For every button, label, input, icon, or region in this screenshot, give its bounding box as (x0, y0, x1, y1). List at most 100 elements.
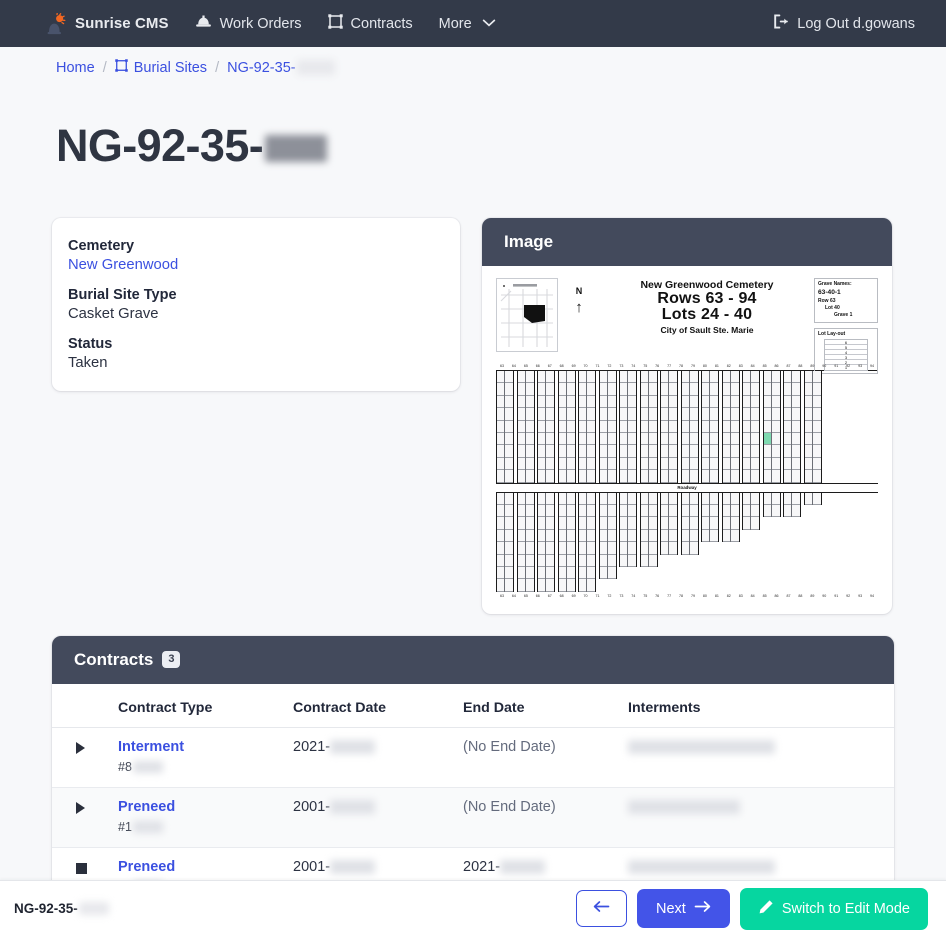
grave-cell[interactable] (566, 457, 575, 471)
grave-cell[interactable] (579, 395, 586, 409)
grave-cell[interactable] (579, 504, 586, 518)
lot-pair[interactable] (578, 492, 596, 592)
grave-cell[interactable] (804, 492, 812, 505)
grave-cell[interactable] (505, 529, 513, 543)
grave-cell[interactable] (710, 432, 718, 446)
grave-cell[interactable] (505, 457, 513, 471)
grave-cell[interactable] (525, 420, 534, 433)
grave-cell[interactable] (669, 395, 677, 409)
grave-cell[interactable] (804, 470, 812, 483)
lot-pair[interactable] (742, 371, 760, 483)
grave-cell[interactable] (743, 445, 750, 458)
switch-to-edit-mode-button[interactable]: Switch to Edit Mode (739, 887, 928, 930)
grave-cell[interactable] (607, 371, 616, 384)
grave-cell[interactable] (558, 517, 566, 530)
lot-column[interactable] (599, 371, 608, 483)
lot-column[interactable] (661, 371, 669, 483)
grave-cell[interactable] (661, 529, 668, 543)
grave-cell[interactable] (558, 554, 566, 567)
grave-cell[interactable] (525, 408, 534, 421)
grave-cell[interactable] (538, 566, 545, 580)
grave-cell[interactable] (743, 504, 750, 518)
lot-column[interactable] (771, 492, 780, 518)
grave-cell[interactable] (640, 408, 648, 421)
grave-cell[interactable] (505, 504, 513, 518)
grave-cell[interactable] (497, 529, 504, 543)
grave-cell[interactable] (546, 566, 554, 580)
grave-cell[interactable] (743, 517, 750, 530)
grave-cell[interactable] (558, 542, 566, 555)
grave-cell[interactable] (505, 445, 513, 458)
grave-cell[interactable] (804, 371, 812, 384)
grave-cell[interactable] (538, 529, 545, 543)
grave-cell[interactable] (661, 457, 668, 471)
grave-cell[interactable] (607, 420, 616, 433)
grave-cell[interactable] (722, 457, 730, 471)
grave-cell[interactable] (517, 504, 525, 518)
grave-cell[interactable] (607, 408, 616, 421)
grave-cell[interactable] (525, 383, 534, 396)
grave-cell[interactable] (517, 371, 525, 384)
lot-pair[interactable] (680, 371, 699, 483)
breadcrumb-item-home[interactable]: Home (56, 60, 95, 76)
grave-cell[interactable] (689, 383, 698, 396)
grave-cell[interactable] (648, 457, 657, 471)
grave-cell[interactable] (599, 408, 607, 421)
lot-pair[interactable] (598, 492, 617, 580)
grave-cell[interactable] (669, 371, 677, 384)
grave-cell[interactable] (702, 395, 709, 409)
lot-column[interactable] (812, 371, 821, 483)
lot-column[interactable] (743, 371, 751, 483)
grave-cell[interactable] (784, 470, 791, 483)
grave-cell[interactable] (812, 383, 821, 396)
grave-cell[interactable] (812, 420, 821, 433)
grave-cell[interactable] (681, 383, 689, 396)
grave-cell[interactable] (771, 383, 780, 396)
grave-cell[interactable] (620, 529, 627, 543)
grave-cell[interactable] (525, 542, 534, 555)
grave-cell[interactable] (505, 517, 513, 530)
lot-column[interactable] (669, 371, 677, 483)
grave-cell[interactable] (784, 457, 791, 471)
grave-cell[interactable] (546, 504, 554, 518)
lot-column[interactable] (546, 371, 554, 483)
grave-cell[interactable] (669, 492, 677, 505)
grave-cell[interactable] (587, 579, 595, 592)
grave-cell[interactable] (607, 432, 616, 446)
grave-cell[interactable] (607, 492, 616, 505)
lot-column[interactable] (751, 371, 759, 483)
lot-column[interactable] (681, 492, 690, 555)
grave-cell[interactable] (743, 432, 750, 446)
contract-type-link[interactable]: Preneed (118, 858, 176, 875)
grave-cell[interactable] (566, 445, 575, 458)
grave-cell[interactable] (730, 432, 739, 446)
lot-pair[interactable] (803, 492, 822, 505)
grave-cell[interactable] (661, 542, 668, 555)
grave-cell[interactable] (669, 432, 677, 446)
lot-column[interactable] (558, 371, 567, 483)
grave-cell[interactable] (579, 554, 586, 567)
grave-cell[interactable] (497, 457, 504, 471)
grave-cell[interactable] (517, 395, 525, 409)
grave-cell[interactable] (587, 371, 595, 384)
grave-cell[interactable] (579, 457, 586, 471)
grave-cell[interactable] (661, 432, 668, 446)
grave-cell[interactable] (730, 504, 739, 518)
grave-cell[interactable] (525, 470, 534, 483)
lot-column[interactable] (538, 371, 546, 483)
grave-cell[interactable] (566, 566, 575, 580)
grave-cell[interactable] (587, 395, 595, 409)
grave-cell[interactable] (689, 371, 698, 384)
grave-cell[interactable] (743, 457, 750, 471)
grave-cell[interactable] (538, 554, 545, 567)
grave-cell[interactable] (497, 504, 504, 518)
grave-cell[interactable] (587, 432, 595, 446)
lot-pair[interactable] (639, 492, 658, 567)
grave-cell[interactable] (579, 542, 586, 555)
grave-cell[interactable] (566, 579, 575, 592)
grave-cell[interactable] (525, 504, 534, 518)
grave-cell[interactable] (538, 517, 545, 530)
grave-cell[interactable] (525, 566, 534, 580)
lot-column[interactable] (763, 371, 772, 483)
grave-cell[interactable] (771, 492, 780, 505)
